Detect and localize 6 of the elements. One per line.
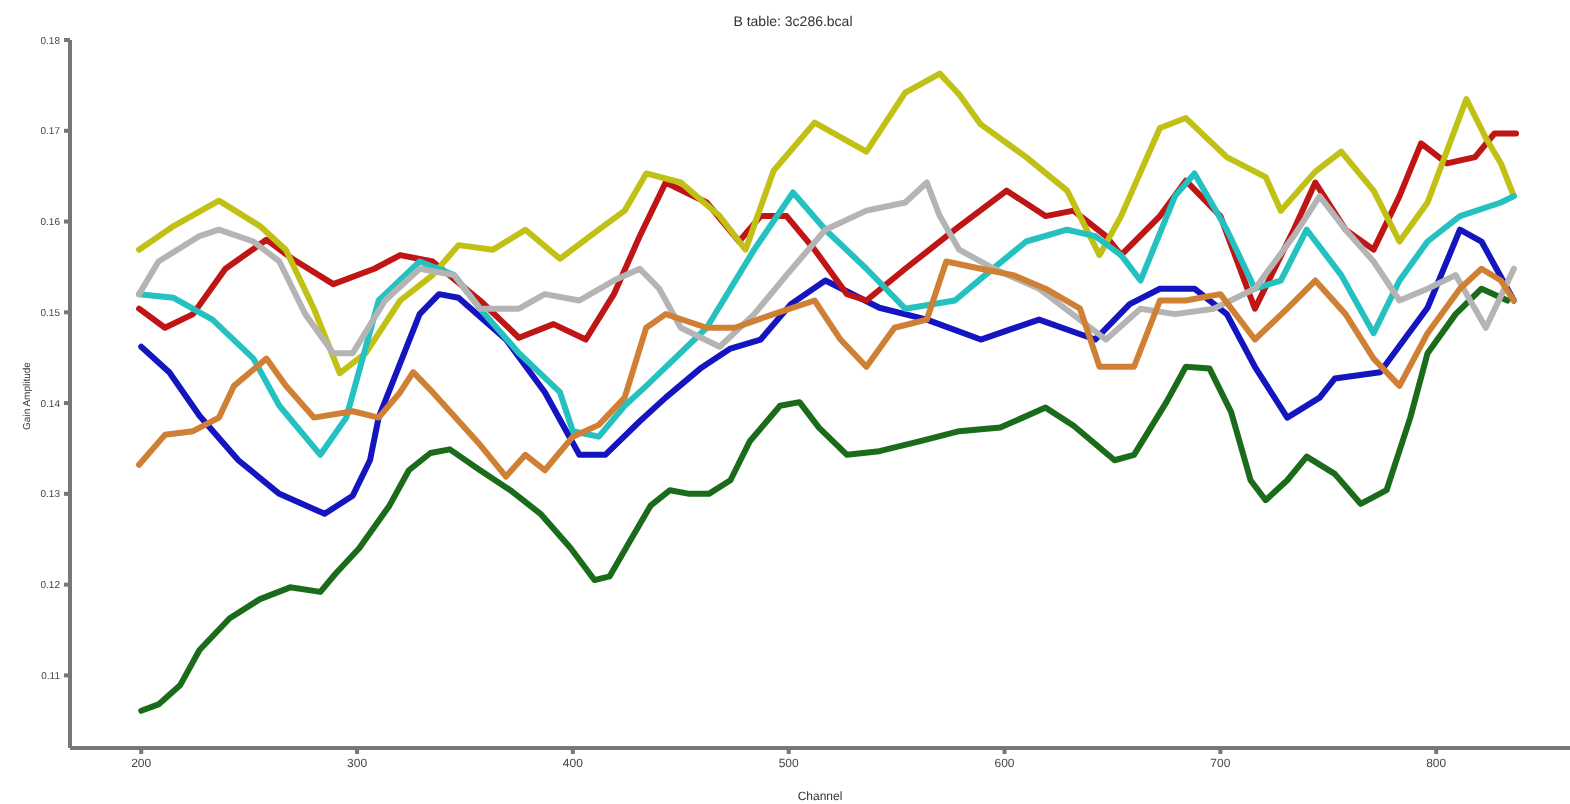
line-series <box>138 226 1517 517</box>
line-series <box>136 170 1517 458</box>
line-series <box>136 179 1517 357</box>
line-series <box>136 258 1517 480</box>
line-series <box>138 285 1511 714</box>
line-series <box>136 70 1517 377</box>
